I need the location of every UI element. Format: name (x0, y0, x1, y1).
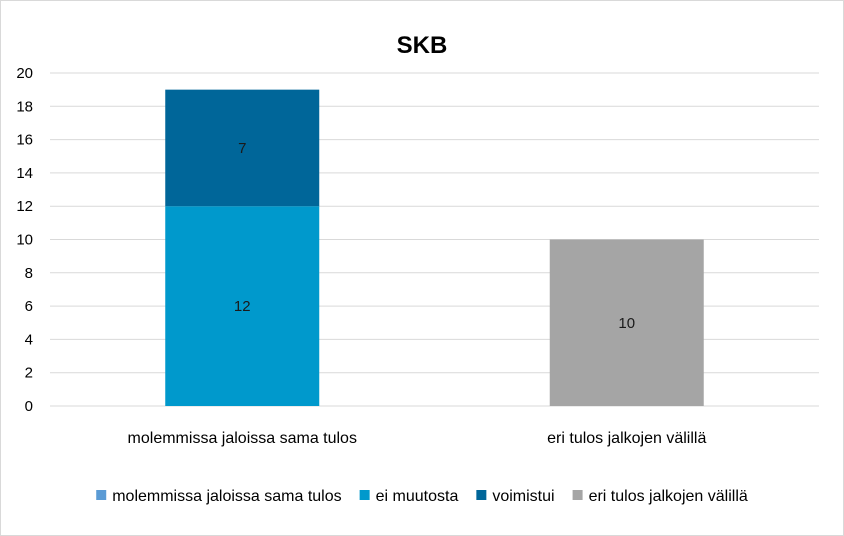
legend-swatch (96, 490, 107, 500)
legend-item: ei muutosta (359, 488, 459, 505)
data-labels: 12 7 10 (234, 140, 635, 332)
data-label: 12 (234, 298, 251, 315)
data-label: 10 (618, 315, 635, 332)
legend-item: eri tulos jalkojen välillä (572, 488, 748, 505)
bar-segment (165, 89, 320, 207)
chart-title: SKB (397, 32, 448, 59)
legend-swatch (476, 490, 487, 500)
legend-label: ei muutosta (376, 488, 459, 505)
x-category-label: molemmissa jaloissa sama tulos (128, 430, 357, 447)
y-tick-label: 16 (16, 132, 33, 149)
legend-label: molemmissa jaloissa sama tulos (112, 488, 341, 505)
x-axis-categories: molemmissa jaloissa sama tulos eri tulos … (128, 430, 707, 447)
y-tick-label: 18 (16, 98, 33, 115)
y-tick-label: 6 (25, 298, 33, 315)
bars (165, 89, 704, 406)
legend-label: voimistui (492, 488, 554, 505)
bar-segment (549, 239, 704, 406)
legend-item: voimistui (476, 488, 555, 505)
y-tick-label: 12 (16, 198, 33, 215)
legend-swatch (572, 490, 583, 500)
y-tick-label: 20 (16, 65, 33, 82)
legend-label: eri tulos jalkojen välillä (589, 488, 748, 505)
legend: molemmissa jaloissa sama tulos ei muutost… (96, 488, 748, 505)
legend-item: molemmissa jaloissa sama tulos (96, 488, 342, 505)
y-tick-label: 8 (25, 265, 33, 282)
x-category-label: eri tulos jalkojen välillä (547, 430, 706, 447)
y-axis-ticks: 0 2 4 6 8 10 12 14 16 18 20 (16, 65, 33, 415)
y-tick-label: 14 (16, 165, 33, 182)
legend-swatch (359, 490, 370, 500)
y-tick-label: 0 (25, 398, 33, 415)
y-tick-label: 10 (16, 232, 33, 249)
y-tick-label: 4 (25, 331, 33, 348)
y-tick-label: 2 (25, 365, 33, 382)
data-label: 7 (238, 140, 246, 157)
bar-segment (165, 206, 320, 406)
